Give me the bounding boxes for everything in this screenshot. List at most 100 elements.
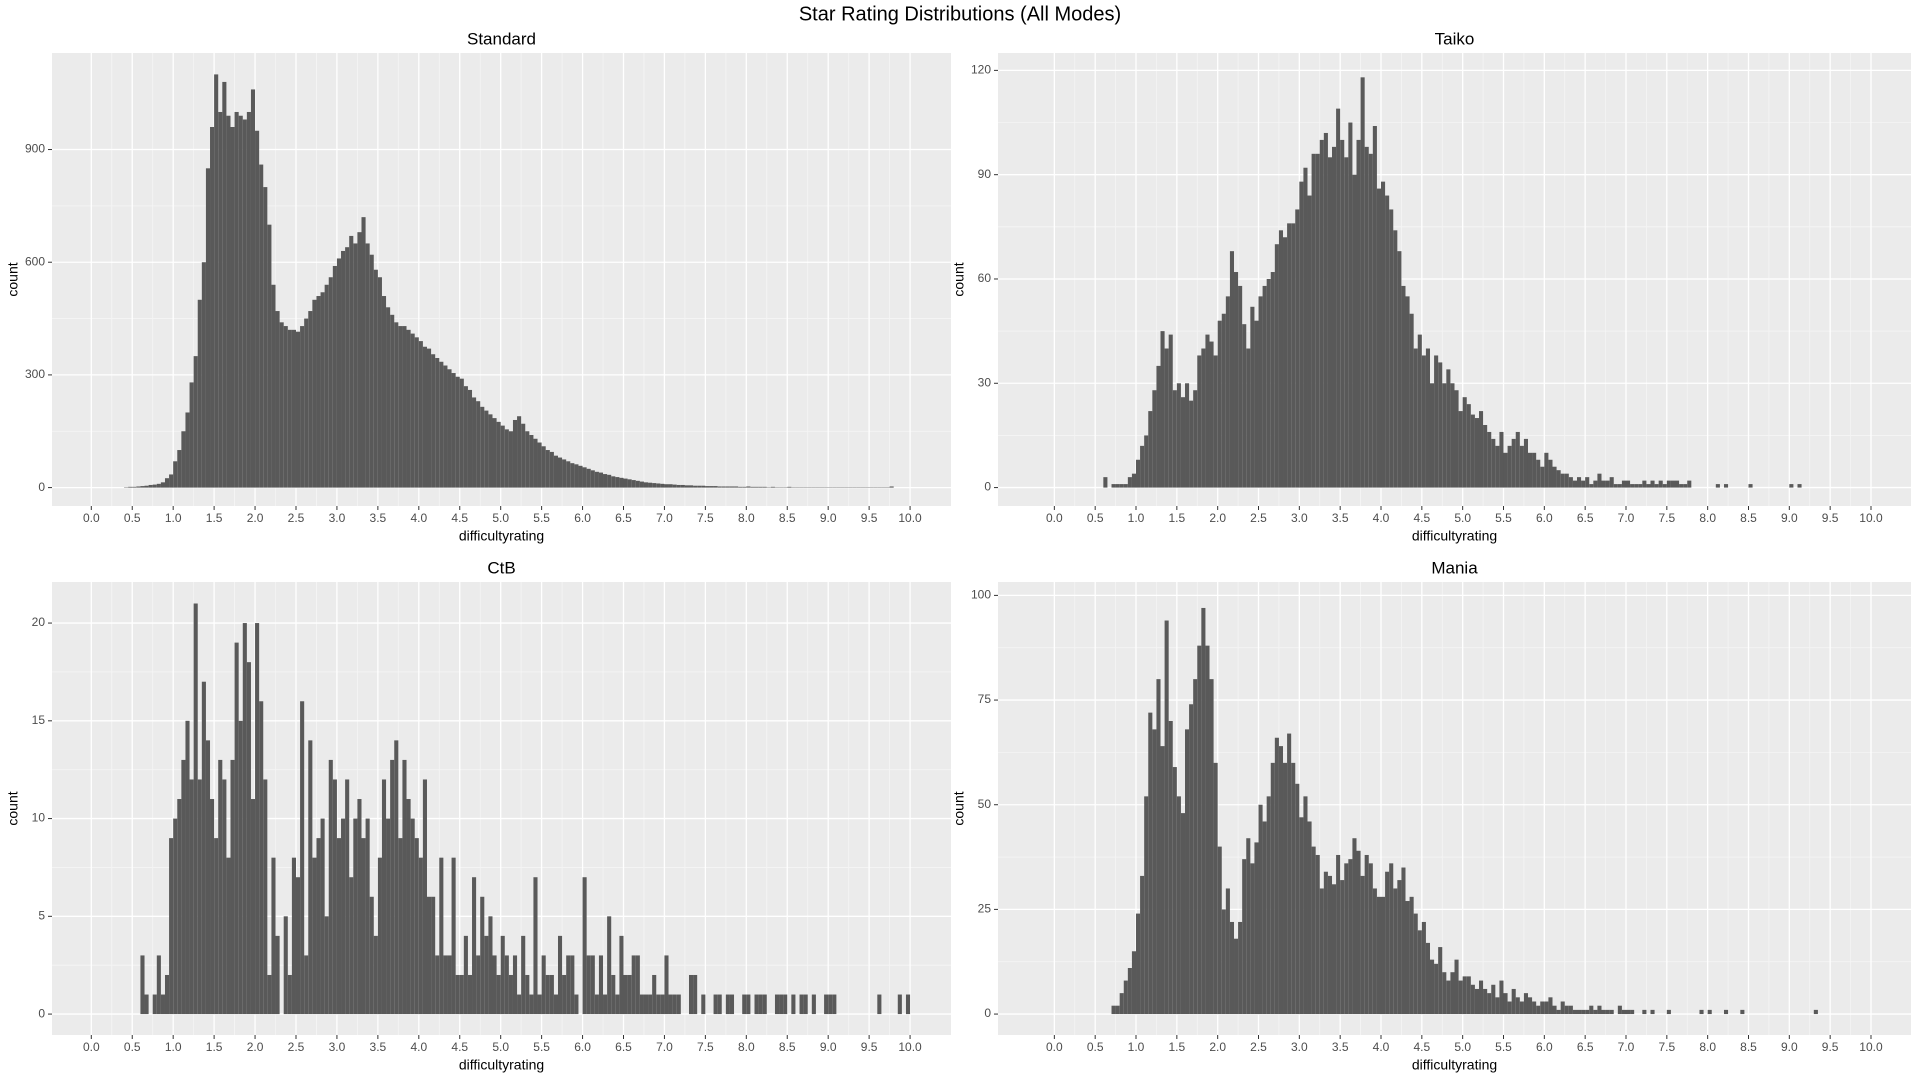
bar — [300, 326, 304, 488]
bar — [452, 858, 456, 1014]
bar — [1230, 251, 1234, 487]
bar — [394, 740, 398, 1014]
bar — [157, 955, 161, 1014]
bar — [693, 486, 697, 488]
bar — [1699, 1010, 1703, 1014]
bar — [1205, 335, 1209, 488]
bar — [292, 858, 296, 1014]
bar — [1491, 985, 1495, 1014]
bar — [263, 779, 267, 1014]
bar — [1544, 1002, 1548, 1015]
bar — [202, 262, 206, 487]
bar — [726, 995, 730, 1015]
y-axis-label: count — [951, 262, 967, 296]
x-tick-label: 9.5 — [861, 1040, 878, 1054]
bar — [1161, 331, 1165, 487]
bar — [185, 721, 189, 1014]
bar — [1406, 901, 1410, 1014]
bar — [1565, 1006, 1569, 1014]
bar — [419, 858, 423, 1014]
x-tick-label: 9.0 — [1781, 1040, 1798, 1054]
bar — [628, 975, 632, 1014]
bar — [623, 479, 627, 488]
x-tick-label: 0.5 — [1087, 511, 1104, 525]
bar — [1499, 981, 1503, 1014]
x-tick-label: 2.5 — [288, 511, 305, 525]
bar — [1418, 335, 1422, 488]
bar — [656, 483, 660, 487]
bar — [1389, 209, 1393, 487]
x-tick-label: 4.5 — [451, 511, 468, 525]
bar — [398, 326, 402, 488]
bar — [1671, 481, 1675, 488]
bar — [1422, 922, 1426, 1014]
bar — [251, 89, 255, 487]
bar — [587, 469, 591, 488]
bar — [407, 330, 411, 488]
bar — [464, 936, 468, 1014]
bar — [779, 995, 783, 1015]
bar — [1544, 453, 1548, 488]
bar — [361, 838, 365, 1014]
bar — [136, 486, 140, 487]
bar — [800, 995, 804, 1015]
bar — [619, 936, 623, 1014]
bar — [1312, 847, 1316, 1014]
bar — [202, 682, 206, 1014]
bar — [1655, 484, 1659, 487]
bar — [1581, 481, 1585, 488]
bar — [1475, 418, 1479, 488]
bar — [226, 858, 230, 1014]
bar — [1324, 133, 1328, 488]
bar — [214, 74, 218, 487]
x-tick-label: 7.5 — [697, 511, 714, 525]
bar — [599, 473, 603, 488]
bar — [140, 955, 144, 1014]
bar — [132, 487, 136, 488]
x-tick-label: 7.0 — [656, 511, 673, 525]
bar — [325, 916, 329, 1014]
bar — [1357, 851, 1361, 1014]
bar — [640, 995, 644, 1015]
bar — [312, 858, 316, 1014]
x-tick-label: 2.0 — [247, 511, 264, 525]
bar — [218, 760, 222, 1014]
x-tick-label: 10.0 — [1859, 511, 1883, 525]
bar — [427, 897, 431, 1014]
bar — [492, 955, 496, 1014]
x-tick-label: 0.0 — [83, 1040, 100, 1054]
bar — [1536, 1006, 1540, 1014]
bar — [190, 382, 194, 487]
bar — [1814, 1010, 1818, 1014]
y-axis-label: count — [5, 262, 21, 296]
bar — [1471, 415, 1475, 488]
bar — [1552, 1006, 1556, 1014]
bar — [673, 995, 677, 1015]
bar — [640, 482, 644, 488]
bar — [198, 300, 202, 488]
bar — [1303, 168, 1307, 488]
bar — [443, 366, 447, 488]
bar — [1299, 182, 1303, 488]
x-tick-label: 8.0 — [1699, 1040, 1716, 1054]
bar — [1267, 279, 1271, 488]
bar — [1250, 863, 1254, 1014]
bar — [1140, 876, 1144, 1014]
bar — [345, 779, 349, 1014]
bar — [787, 487, 791, 488]
bar — [480, 897, 484, 1014]
bar — [890, 486, 894, 487]
bar — [1197, 355, 1201, 487]
bar — [1650, 481, 1654, 488]
bar — [1336, 855, 1340, 1014]
bar — [1479, 411, 1483, 487]
bar — [345, 247, 349, 487]
bar — [386, 307, 390, 487]
bar — [566, 955, 570, 1014]
bar — [611, 975, 615, 1014]
bar — [1352, 838, 1356, 1014]
bar — [153, 485, 157, 488]
bar — [366, 243, 370, 487]
bar — [1254, 842, 1258, 1014]
bar — [374, 936, 378, 1014]
